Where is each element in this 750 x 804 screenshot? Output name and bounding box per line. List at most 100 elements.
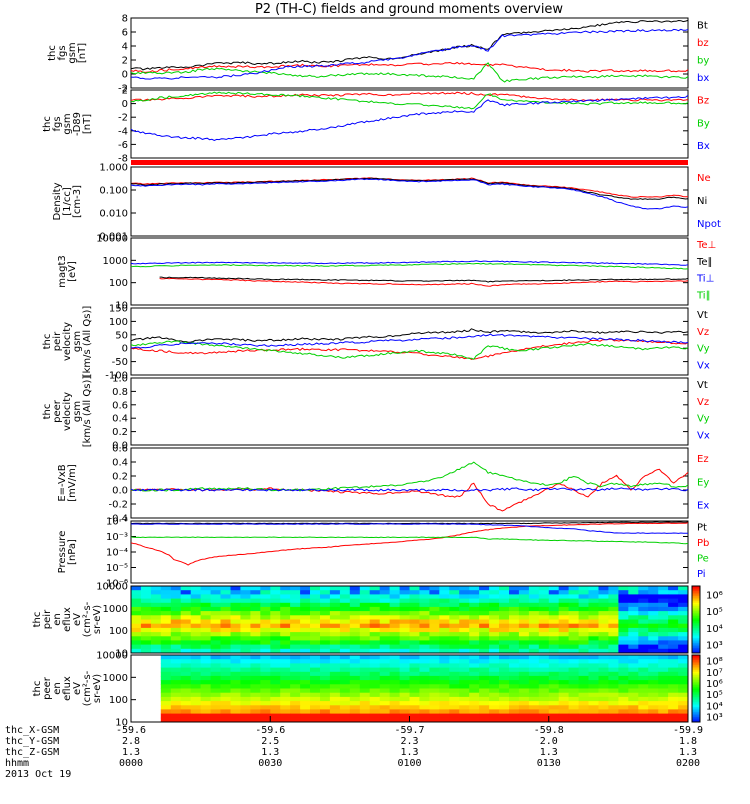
xtick-y-0: 2.8 bbox=[122, 736, 140, 747]
heatmap-cell-peer_en_eflux-11-27 bbox=[399, 701, 410, 706]
heatmap-cell-peer_en_eflux-5-30 bbox=[429, 675, 440, 681]
heatmap-cell-peer_en_eflux-13-43 bbox=[558, 709, 570, 715]
heatmap-cell-peir_en_eflux-3-22 bbox=[349, 598, 361, 604]
heatmap-cell-peir_en_eflux-11-6 bbox=[190, 632, 202, 637]
heatmap-cell-peir_en_eflux-15-16 bbox=[290, 648, 301, 654]
legend-pressure-0: Pt bbox=[697, 522, 707, 533]
heatmap-cell-peer_en_eflux-12-25 bbox=[379, 705, 391, 710]
heatmap-cell-peir_en_eflux-12-52 bbox=[648, 636, 659, 641]
heatmap-cell-peir_en_eflux-9-13 bbox=[260, 623, 271, 629]
colorbar-seg-peir_en_eflux-10 bbox=[692, 602, 700, 605]
heatmap-cell-peer_en_eflux-0-43 bbox=[558, 655, 570, 660]
heatmap-cell-peir_en_eflux-2-14 bbox=[270, 594, 281, 600]
heatmap-cell-peir_en_eflux-2-18 bbox=[310, 594, 321, 600]
colorbar-seg-peir_en_eflux-31 bbox=[692, 637, 700, 641]
ytick-label-pressure-4: 10⁻⁶ bbox=[106, 579, 128, 590]
heatmap-cell-peir_en_eflux-11-49 bbox=[618, 632, 629, 637]
heatmap-cell-peir_en_eflux-2-53 bbox=[658, 594, 669, 600]
heatmap-cell-peer_en_eflux-12-31 bbox=[439, 705, 450, 710]
legend-temperature-3: Ti∥ bbox=[696, 290, 711, 301]
heatmap-cell-peer_en_eflux-6-43 bbox=[558, 680, 570, 685]
heatmap-cell-peer_en_eflux-7-38 bbox=[509, 684, 520, 689]
heatmap-cell-peir_en_eflux-15-53 bbox=[658, 648, 669, 654]
heatmap-cell-peer_en_eflux-4-45 bbox=[578, 671, 589, 677]
heatmap-cell-peer_en_eflux-14-19 bbox=[320, 713, 331, 719]
heatmap-cell-peir_en_eflux-7-9 bbox=[220, 615, 231, 620]
heatmap-cell-peer_en_eflux-5-23 bbox=[359, 675, 371, 681]
colorbar-seg-peir_en_eflux-4 bbox=[692, 592, 700, 595]
heatmap-cell-peer_en_eflux-5-10 bbox=[230, 675, 241, 681]
ylabel-peer_en_eflux-1: peer bbox=[42, 676, 53, 700]
heatmap-cell-peer_en_eflux-4-39 bbox=[518, 671, 530, 677]
heatmap-cell-peir_en_eflux-14-8 bbox=[210, 644, 221, 650]
heatmap-cell-peir_en_eflux-0-50 bbox=[628, 586, 639, 591]
heatmap-cell-peer_en_eflux-1-40 bbox=[528, 659, 540, 664]
heatmap-cell-peir_en_eflux-3-38 bbox=[509, 598, 520, 604]
ytick-label-temperature-3: 10 bbox=[115, 301, 128, 312]
ylabel-peir_velocity-4: [km/s (All Qs)] bbox=[82, 306, 93, 378]
heatmap-cell-peer_en_eflux-2-8 bbox=[210, 663, 221, 669]
heatmap-cell-peir_en_eflux-15-1 bbox=[140, 648, 152, 654]
heatmap-cell-peer_en_eflux-12-45 bbox=[578, 705, 589, 710]
heatmap-cell-peir_en_eflux-4-45 bbox=[578, 602, 589, 608]
heatmap-cell-peir_en_eflux-7-54 bbox=[668, 615, 679, 620]
heatmap-cell-peer_en_eflux-1-16 bbox=[290, 659, 301, 664]
heatmap-cell-peir_en_eflux-3-29 bbox=[419, 598, 430, 604]
heatmap-cell-peir_en_eflux-14-10 bbox=[230, 644, 241, 650]
heatmap-cell-peir_en_eflux-3-47 bbox=[598, 598, 609, 604]
heatmap-cell-peer_en_eflux-2-46 bbox=[588, 663, 599, 669]
ytick-label-peir_velocity-3: 0 bbox=[122, 344, 128, 355]
heatmap-cell-peer_en_eflux-11-53 bbox=[658, 701, 669, 706]
heatmap-cell-peir_en_eflux-6-46 bbox=[588, 611, 599, 616]
heatmap-cell-peer_en_eflux-6-35 bbox=[479, 680, 490, 685]
heatmap-cell-peir_en_eflux-12-9 bbox=[220, 636, 231, 641]
heatmap-cell-peer_en_eflux-14-21 bbox=[339, 713, 351, 719]
heatmap-cell-peir_en_eflux-9-17 bbox=[300, 623, 311, 629]
colorbar-seg-peir_en_eflux-29 bbox=[692, 634, 700, 637]
heatmap-cell-peer_en_eflux-2-4 bbox=[170, 663, 182, 669]
heatmap-cell-peir_en_eflux-1-4 bbox=[170, 590, 182, 595]
heatmap-cell-peir_en_eflux-15-24 bbox=[369, 648, 381, 654]
heatmap-cell-peer_en_eflux-1-44 bbox=[568, 659, 579, 664]
heatmap-cell-peir_en_eflux-15-13 bbox=[260, 648, 271, 654]
heatmap-cell-peer_en_eflux-2-15 bbox=[280, 663, 291, 669]
heatmap-cell-peer_en_eflux-12-51 bbox=[638, 705, 649, 710]
heatmap-cell-peer_en_eflux-7-46 bbox=[588, 684, 599, 689]
heatmap-cell-peer_en_eflux-10-34 bbox=[469, 696, 480, 702]
heatmap-cell-peir_en_eflux-14-29 bbox=[419, 644, 430, 650]
heatmap-cell-peer_en_eflux-10-11 bbox=[240, 696, 251, 702]
heatmap-cell-peer_en_eflux-8-31 bbox=[439, 688, 450, 694]
legend-temperature-2: Ti⊥ bbox=[696, 274, 714, 285]
heatmap-cell-peir_en_eflux-1-44 bbox=[568, 590, 579, 595]
heatmap-cell-peer_en_eflux-15-51 bbox=[638, 717, 649, 723]
heatmap-cell-peer_en_eflux-0-39 bbox=[518, 655, 530, 660]
heatmap-cell-peir_en_eflux-10-14 bbox=[270, 627, 281, 633]
heatmap-cell-peir_en_eflux-3-55 bbox=[678, 598, 689, 604]
heatmap-cell-peer_en_eflux-6-34 bbox=[469, 680, 480, 685]
heatmap-cell-peer_en_eflux-2-23 bbox=[359, 663, 371, 669]
ylabel-peer_en_eflux-2: en bbox=[52, 682, 63, 695]
heatmap-cell-peer_en_eflux-11-41 bbox=[538, 701, 550, 706]
heatmap-cell-peer_en_eflux-6-11 bbox=[240, 680, 251, 685]
heatmap-cell-peer_en_eflux-13-52 bbox=[648, 709, 659, 715]
heatmap-cell-peer_en_eflux-1-5 bbox=[180, 659, 192, 664]
heatmap-cell-peer_en_eflux-2-31 bbox=[439, 663, 450, 669]
heatmap-cell-peir_en_eflux-2-30 bbox=[429, 594, 440, 600]
heatmap-cell-peir_en_eflux-1-6 bbox=[190, 590, 202, 595]
heatmap-cell-peir_en_eflux-1-39 bbox=[518, 590, 530, 595]
heatmap-cell-peer_en_eflux-1-48 bbox=[608, 659, 619, 664]
heatmap-cell-peir_en_eflux-5-43 bbox=[558, 606, 570, 612]
heatmap-cell-peir_en_eflux-7-22 bbox=[349, 615, 361, 620]
heatmap-cell-peir_en_eflux-2-20 bbox=[329, 594, 341, 600]
heatmap-cell-peir_en_eflux-1-35 bbox=[479, 590, 490, 595]
heatmap-cell-peer_en_eflux-6-26 bbox=[389, 680, 400, 685]
heatmap-cell-peer_en_eflux-8-53 bbox=[658, 688, 669, 694]
ytick-label-density-2: 0.010 bbox=[99, 209, 128, 220]
heatmap-cell-peer_en_eflux-8-26 bbox=[389, 688, 400, 694]
heatmap-cell-peir_en_eflux-15-50 bbox=[628, 648, 639, 654]
colorbar-seg-peer_en_eflux-11 bbox=[692, 673, 700, 676]
heatmap-cell-peer_en_eflux-6-49 bbox=[618, 680, 629, 685]
heatmap-cell-peer_en_eflux-8-9 bbox=[220, 688, 231, 694]
heatmap-cell-peer_en_eflux-1-45 bbox=[578, 659, 589, 664]
heatmap-cell-peer_en_eflux-1-53 bbox=[658, 659, 669, 664]
